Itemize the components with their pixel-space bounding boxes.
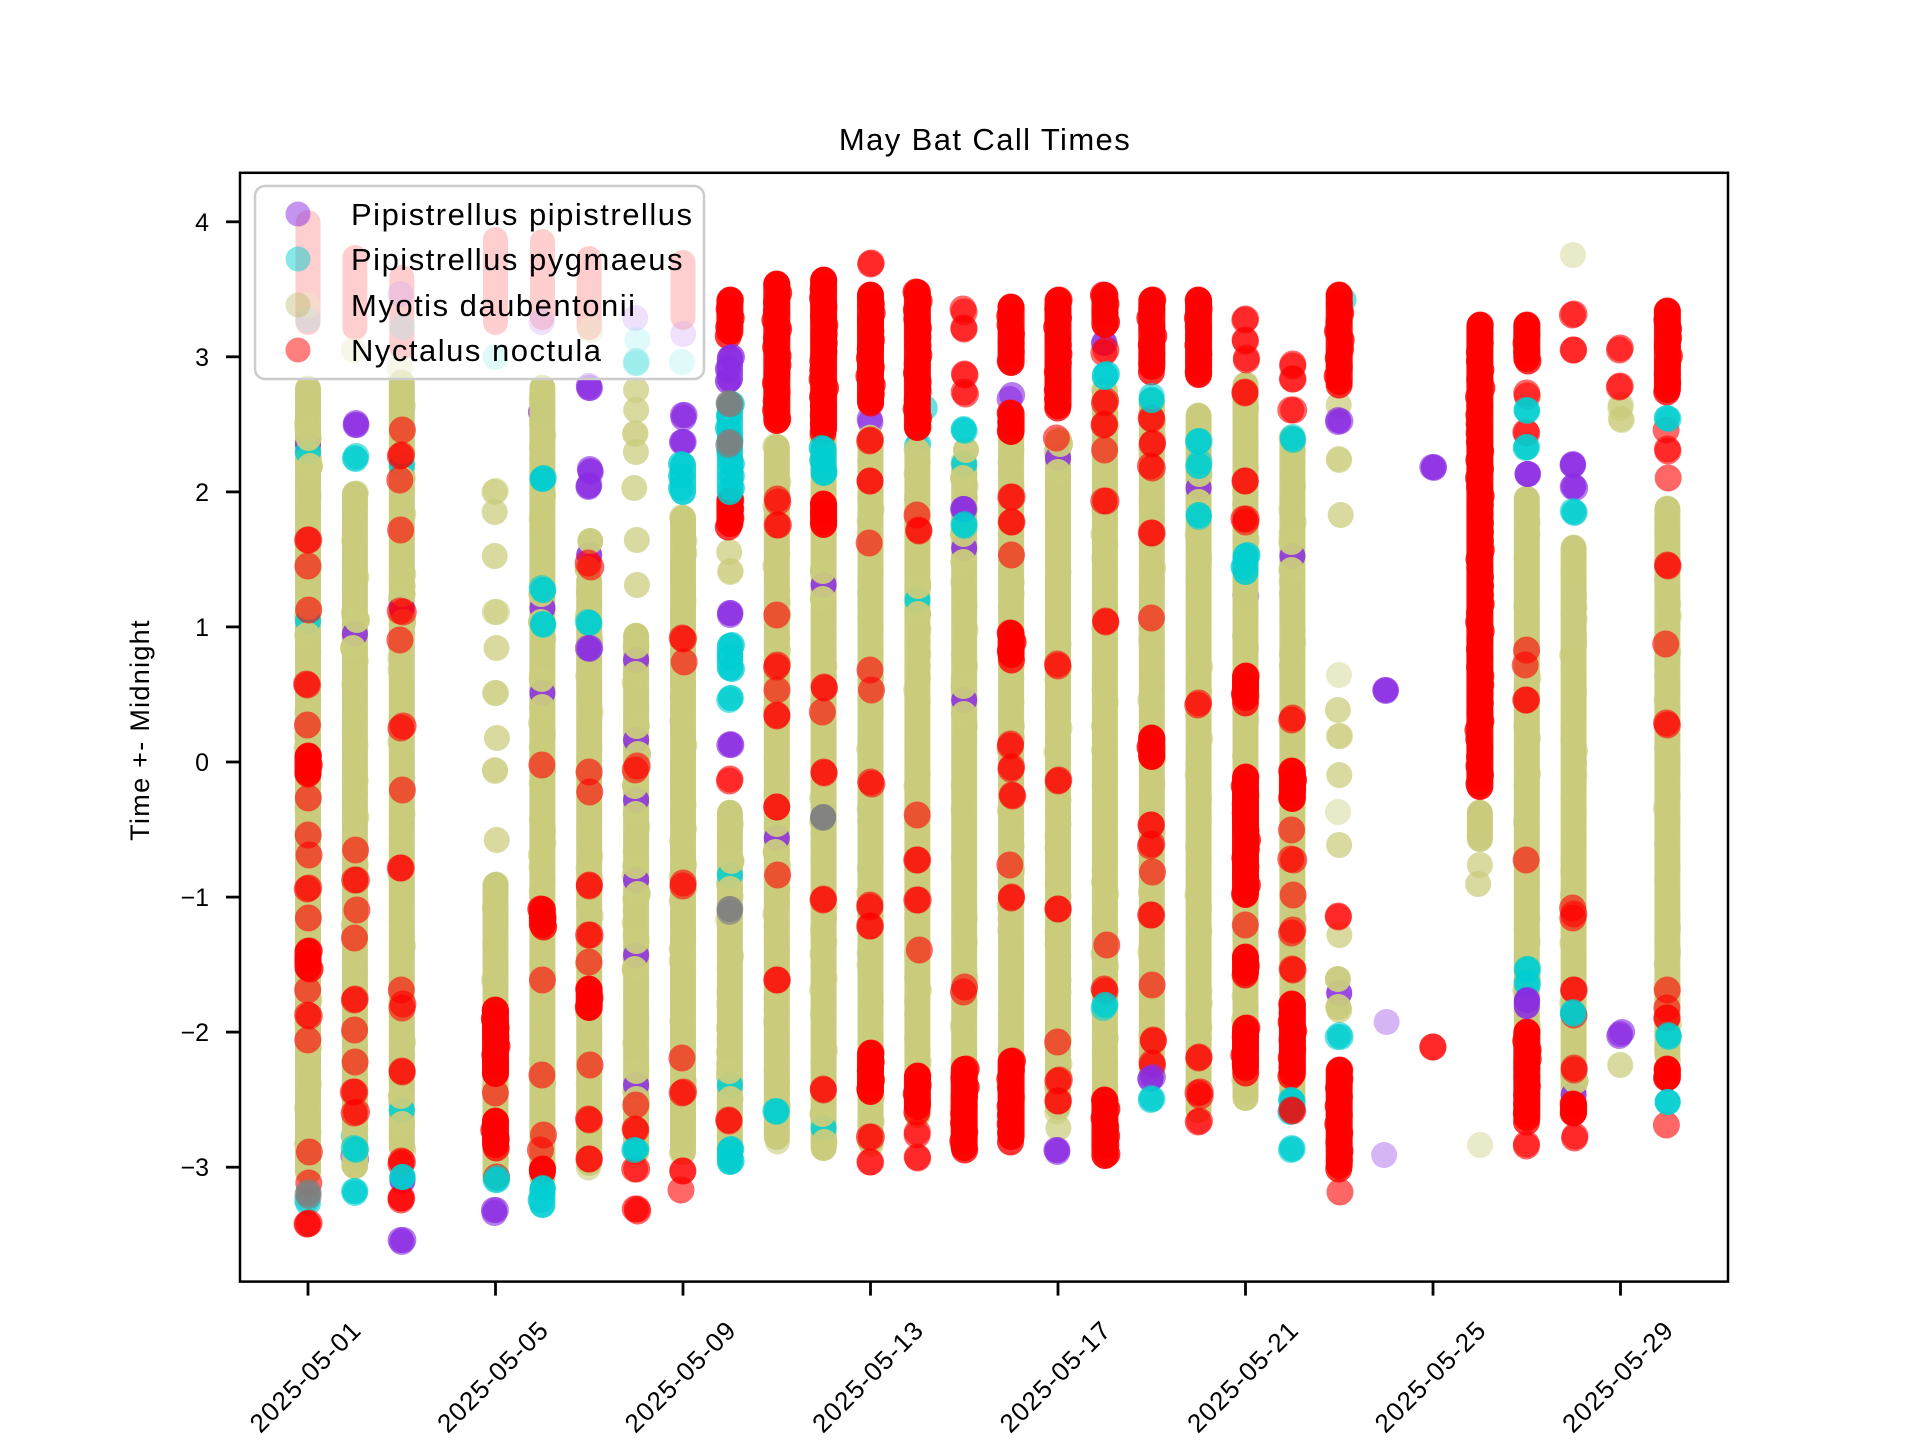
svg-text:Time +- Midnight: Time +- Midnight [125,619,155,841]
svg-text:Pipistrellus pygmaeus: Pipistrellus pygmaeus [351,242,684,277]
svg-text:3: 3 [195,344,209,372]
svg-text:Myotis daubentonii: Myotis daubentonii [351,288,637,323]
svg-text:Nyctalus noctula: Nyctalus noctula [351,333,602,368]
svg-text:−2: −2 [180,1019,209,1047]
svg-text:Pipistrellus pipistrellus: Pipistrellus pipistrellus [351,197,693,232]
svg-text:2: 2 [195,479,209,507]
svg-text:4: 4 [195,209,209,237]
svg-text:−1: −1 [180,884,209,912]
svg-text:1: 1 [195,614,209,642]
svg-text:0: 0 [195,749,209,777]
svg-text:−3: −3 [180,1154,209,1182]
svg-text:May Bat Call Times: May Bat Call Times [839,122,1131,157]
